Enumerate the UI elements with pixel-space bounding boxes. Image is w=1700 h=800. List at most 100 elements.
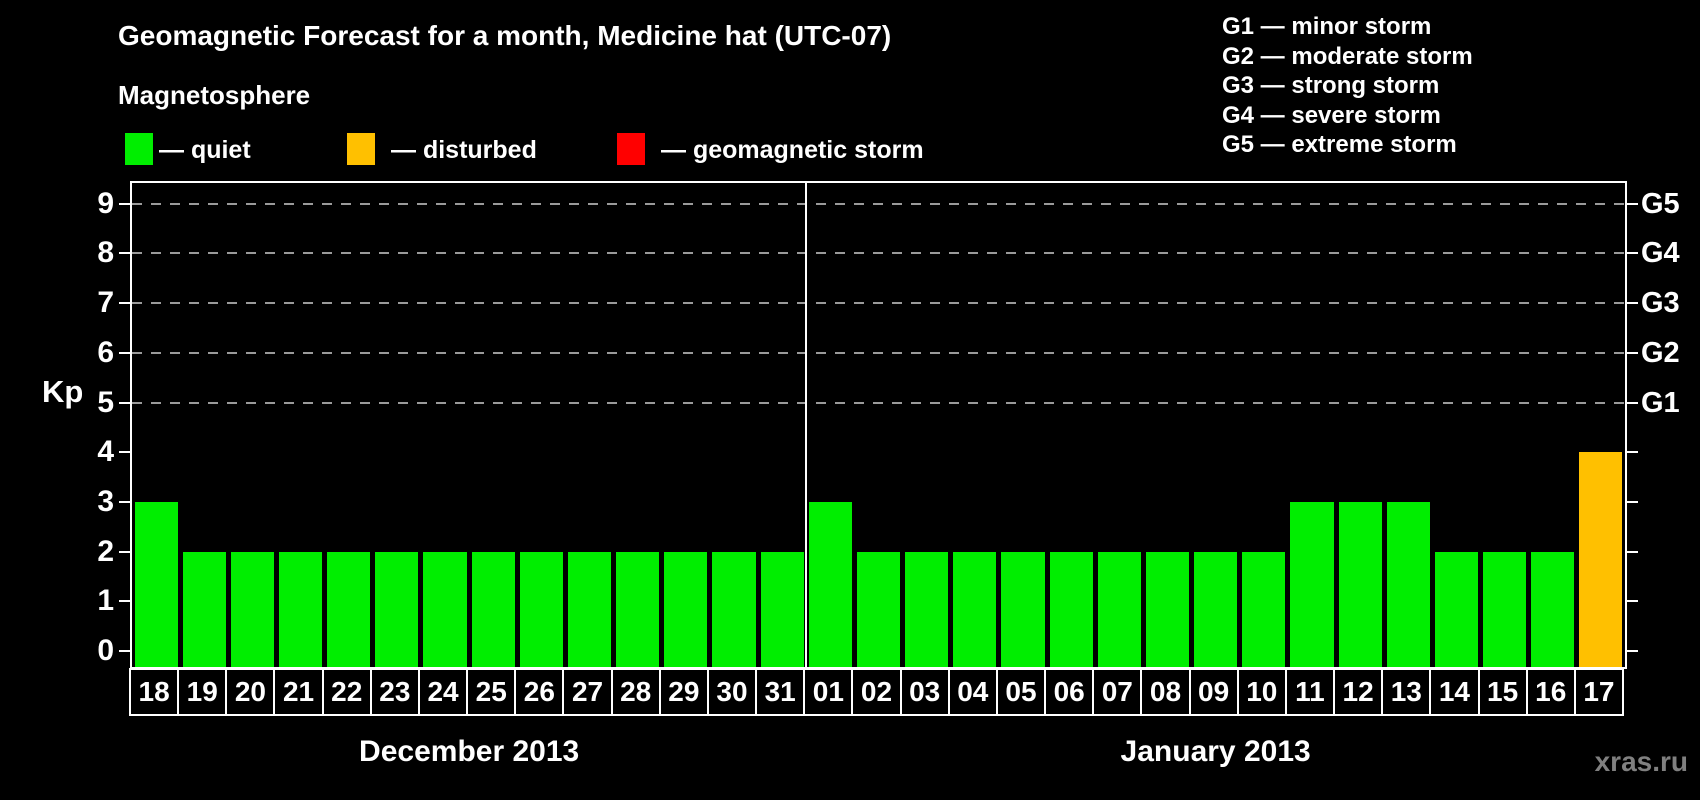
month-label-december: December 2013 [359, 735, 580, 768]
kp-bar-day-16 [1531, 551, 1575, 667]
gridline-kp6 [132, 351, 1625, 354]
kp-bar-day-17 [1579, 452, 1623, 667]
legend-swatch-disturbed [347, 133, 375, 165]
day-label-13: 13 [1381, 668, 1432, 716]
y-tick-left-7 [119, 302, 130, 305]
y-tick-left-9 [119, 202, 130, 205]
day-label-06: 06 [1044, 668, 1095, 716]
page-title: Geomagnetic Forecast for a month, Medici… [118, 20, 892, 51]
y-tick-label-0: 0 [97, 634, 114, 667]
kp-bar-day-20 [230, 551, 274, 667]
kp-bar-day-30 [712, 551, 756, 667]
right-axis-label-g4: G4 [1641, 237, 1680, 270]
gridline-kp9 [132, 202, 1625, 205]
day-label-30: 30 [706, 668, 758, 716]
day-label-16: 16 [1525, 668, 1576, 716]
y-tick-right-8 [1627, 252, 1638, 255]
kp-bar-day-28 [616, 551, 660, 667]
kp-bar-day-12 [1338, 501, 1382, 667]
day-label-25: 25 [466, 668, 517, 716]
day-label-24: 24 [417, 668, 469, 716]
kp-bar-day-14 [1434, 551, 1478, 667]
day-label-31: 31 [755, 668, 806, 716]
month-label-january: January 2013 [1120, 735, 1311, 768]
y-tick-left-8 [119, 252, 130, 255]
y-tick-label-5: 5 [97, 385, 114, 419]
storm-scale-line-g1: G1 — minor storm [1222, 13, 1432, 40]
day-label-08: 08 [1140, 668, 1191, 716]
kp-bar-day-18 [134, 501, 178, 667]
day-label-04: 04 [947, 668, 998, 716]
legend-label-quiet: — quiet [159, 136, 251, 164]
y-axis-label: Kp [42, 374, 84, 409]
day-label-22: 22 [321, 668, 372, 716]
day-label-14: 14 [1429, 668, 1480, 716]
day-label-28: 28 [610, 668, 661, 716]
month-separator [805, 183, 808, 667]
kp-bar-day-09 [1194, 551, 1238, 667]
day-label-27: 27 [562, 668, 613, 716]
x-axis-day-row: 18 19 20 21 22 23 24 25 26 27 28 29 30 31 01 02 03 04 05 06… [129, 668, 1627, 716]
kp-bar-day-19 [182, 551, 226, 667]
legend-label-disturbed: — disturbed [391, 136, 537, 164]
kp-bar-day-10 [1242, 551, 1286, 667]
y-tick-left-1 [119, 600, 130, 603]
day-label-05: 05 [995, 668, 1047, 716]
y-tick-right-7 [1627, 302, 1638, 305]
kp-bar-day-15 [1483, 551, 1527, 667]
kp-bar-day-23 [375, 551, 419, 667]
right-axis-label-g5: G5 [1641, 187, 1680, 220]
kp-bar-day-27 [567, 551, 612, 667]
day-label-09: 09 [1188, 668, 1239, 716]
watermark: xras.ru [1594, 746, 1688, 777]
day-label-20: 20 [225, 668, 276, 716]
day-label-12: 12 [1333, 668, 1384, 716]
day-label-07: 07 [1092, 668, 1143, 716]
right-axis-label-g2: G2 [1641, 336, 1680, 369]
y-tick-left-4 [119, 451, 130, 454]
kp-bar-day-21 [278, 551, 323, 667]
storm-scale-line-g4: G4 — severe storm [1222, 101, 1441, 129]
y-tick-left-3 [119, 500, 130, 503]
legend-swatch-storm [617, 133, 645, 165]
legend-swatch-quiet [125, 133, 153, 165]
day-label-26: 26 [514, 668, 565, 716]
right-axis-label-g1: G1 [1641, 386, 1680, 419]
y-tick-label-3: 3 [97, 484, 114, 518]
kp-bar-day-25 [471, 551, 515, 667]
y-tick-right-0 [1627, 650, 1638, 652]
storm-scale-line-g3: G3 — strong storm [1222, 72, 1440, 99]
y-tick-label-2: 2 [97, 534, 114, 568]
y-tick-label-8: 8 [97, 236, 114, 270]
kp-bar-day-06 [1049, 551, 1093, 667]
plot-area: 0 1 2 3 4 5 6 7 8 9 G1 G2 G3 G4 G5 [97, 181, 1680, 669]
kp-bar-day-31 [760, 551, 804, 667]
kp-bar-day-03 [905, 551, 949, 667]
kp-bar-day-07 [1097, 551, 1141, 667]
y-tick-left-5 [119, 401, 130, 404]
y-tick-left-0 [119, 650, 130, 652]
y-tick-right-5 [1627, 401, 1638, 404]
y-tick-right-2 [1627, 550, 1638, 553]
day-label-21: 21 [273, 668, 324, 716]
gridline-kp7 [132, 302, 1625, 305]
magnetosphere-subtitle: Magnetosphere [118, 80, 311, 110]
day-label-15: 15 [1477, 668, 1528, 716]
kp-bar-day-24 [423, 551, 467, 667]
kp-bar-day-02 [856, 551, 901, 667]
kp-bar-day-22 [327, 551, 371, 667]
kp-bar-day-01 [808, 501, 852, 667]
y-tick-label-7: 7 [97, 286, 114, 320]
y-tick-label-4: 4 [97, 435, 114, 469]
storm-scale-line-g5: G5 — extreme storm [1222, 131, 1457, 158]
y-tick-right-3 [1627, 500, 1638, 503]
kp-bar-day-04 [953, 551, 997, 667]
day-label-02: 02 [851, 668, 902, 716]
y-tick-left-6 [119, 351, 130, 354]
kp-bar-day-05 [1001, 551, 1045, 667]
day-label-23: 23 [369, 668, 420, 716]
storm-scale-legend: G1 — minor storm G2 — moderate storm G3 … [1222, 12, 1473, 160]
kp-bar-day-13 [1386, 501, 1430, 667]
day-label-17: 17 [1573, 668, 1624, 716]
